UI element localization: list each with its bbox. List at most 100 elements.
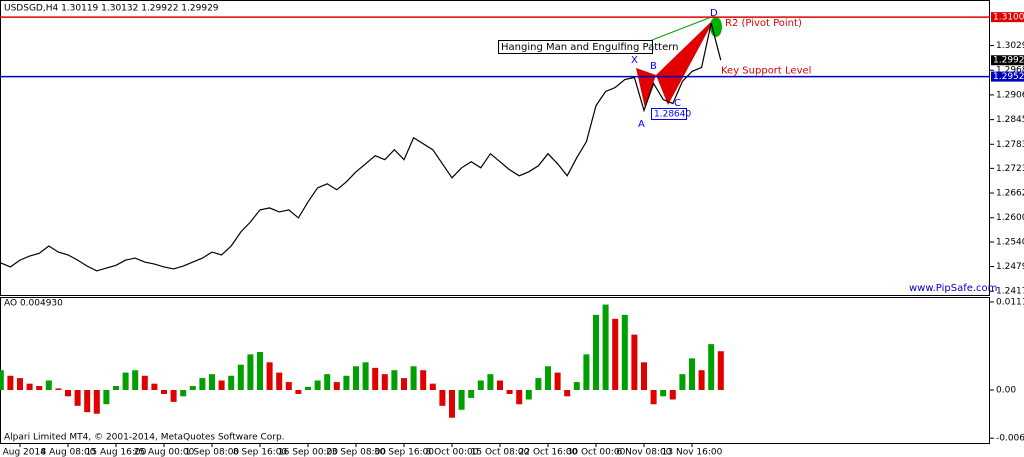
price-line xyxy=(0,23,722,272)
main-panel xyxy=(0,0,990,296)
ao-bar xyxy=(458,389,465,410)
ao-bar xyxy=(65,389,71,397)
ao-bar xyxy=(554,372,561,390)
ao-bar xyxy=(669,389,676,400)
ao-bar xyxy=(353,366,359,390)
ao-bar xyxy=(545,366,551,390)
ao-bar xyxy=(391,370,398,390)
ao-bar xyxy=(0,370,4,390)
ao-bar xyxy=(573,382,580,390)
x-tick-label: 8 Aug 08:00 xyxy=(41,448,96,457)
point-label: D xyxy=(710,8,718,19)
level-box xyxy=(991,12,1024,23)
y-tick-label: 0.011127 xyxy=(996,297,1024,307)
ao-bar xyxy=(679,374,686,390)
ao-bar xyxy=(132,370,139,390)
ao-bar xyxy=(564,389,571,397)
ao-bar xyxy=(36,386,43,390)
ao-bar xyxy=(487,374,494,390)
ao-bar xyxy=(439,389,446,406)
y-tick-label: 0.00 xyxy=(996,385,1016,395)
ao-bar xyxy=(237,364,244,390)
ao-bar xyxy=(593,314,599,390)
watermark: www.PipSafe.com xyxy=(909,283,997,294)
y-tick-label: 1.28450 xyxy=(996,115,1024,125)
x-tick-label: 1 Aug 2014 xyxy=(0,448,46,457)
ao-bar xyxy=(7,375,14,390)
x-tick-label: 25 Aug 00:00 xyxy=(134,448,195,457)
x-tick-label: 8 Oct 00:00 xyxy=(426,448,479,457)
ao-bar xyxy=(343,375,350,390)
ao-panel xyxy=(0,297,990,444)
level-name: R2 (Pivot Point) xyxy=(725,18,802,29)
ao-title: AO 0.004930 xyxy=(4,299,63,309)
x-tick-label: 30 Sep 16:00 xyxy=(374,448,434,457)
ao-bar xyxy=(525,389,532,400)
y-tick-label: 1.30295 xyxy=(996,41,1024,51)
ao-bar xyxy=(209,374,215,390)
ao-bar xyxy=(228,375,235,390)
ao-bar xyxy=(689,358,695,390)
pattern-triangle xyxy=(656,18,715,105)
ao-bar xyxy=(650,389,657,405)
x-tick-label: 16 Sep 00:00 xyxy=(278,448,338,457)
y-tick-label: 1.27235 xyxy=(996,164,1024,174)
ao-bar xyxy=(497,380,503,390)
footer: Alpari Limited MT4, © 2001-2014, MetaQuo… xyxy=(4,433,285,443)
ao-bar xyxy=(141,375,148,390)
ao-bar xyxy=(276,372,283,390)
ao-bar xyxy=(660,389,667,397)
ao-bar xyxy=(26,383,33,390)
ao-bar xyxy=(516,389,523,405)
ao-bar xyxy=(285,382,292,390)
y-tick-label: 1.24175 xyxy=(996,287,1024,297)
x-tick-label: 13 Nov 16:00 xyxy=(662,448,723,457)
ao-bar xyxy=(449,389,455,418)
point-label: B xyxy=(650,61,657,72)
ao-bar xyxy=(45,380,52,390)
ao-bar xyxy=(631,334,638,390)
ao-bar xyxy=(257,352,263,390)
ao-bar xyxy=(161,389,167,394)
ao-bar xyxy=(103,389,110,405)
x-tick-label: 6 Nov 08:00 xyxy=(617,448,672,457)
ao-bar xyxy=(333,382,340,390)
ao-bar xyxy=(151,383,158,390)
ao-bar xyxy=(641,362,647,390)
low-price: 1.28640 xyxy=(654,110,691,120)
ao-bar xyxy=(55,388,62,390)
level-value: 1.29521 xyxy=(993,72,1024,82)
ao-bar xyxy=(420,370,427,390)
ao-bar xyxy=(381,374,388,390)
ao-bar xyxy=(535,378,542,390)
x-tick-label: 15 Oct 08:00 xyxy=(471,448,530,457)
ao-bar xyxy=(247,354,254,390)
pointer-line xyxy=(651,15,715,41)
ao-bar xyxy=(717,351,724,390)
ao-bar xyxy=(170,389,177,402)
ao-bar xyxy=(410,366,417,390)
y-tick-label: 1.29065 xyxy=(996,90,1024,100)
x-tick-label: 30 Oct 00:00 xyxy=(567,448,626,457)
ao-bar xyxy=(324,374,331,390)
ao-bar xyxy=(189,386,196,390)
current-price: 1.29929 xyxy=(993,56,1024,66)
ao-bar xyxy=(295,389,302,394)
pattern-annotation: Hanging Man and Engulfing Pattern xyxy=(501,42,679,53)
ao-bar xyxy=(583,354,590,390)
ao-bar xyxy=(84,389,91,413)
point-label: X xyxy=(631,55,638,66)
y-tick-label: 1.27835 xyxy=(996,140,1024,150)
price-box xyxy=(651,108,687,120)
ao-bar xyxy=(429,383,436,390)
current-price-box xyxy=(991,55,1024,66)
x-tick-label: 1 Sep 08:00 xyxy=(185,448,240,457)
ao-bar xyxy=(602,304,609,390)
y-tick-label: 1.26620 xyxy=(996,189,1024,199)
level-name: Key Support Level xyxy=(721,66,811,77)
x-tick-label: 22 Oct 16:00 xyxy=(519,448,578,457)
pattern-triangle xyxy=(636,68,656,108)
y-tick-label: -0.006092 xyxy=(996,434,1024,444)
